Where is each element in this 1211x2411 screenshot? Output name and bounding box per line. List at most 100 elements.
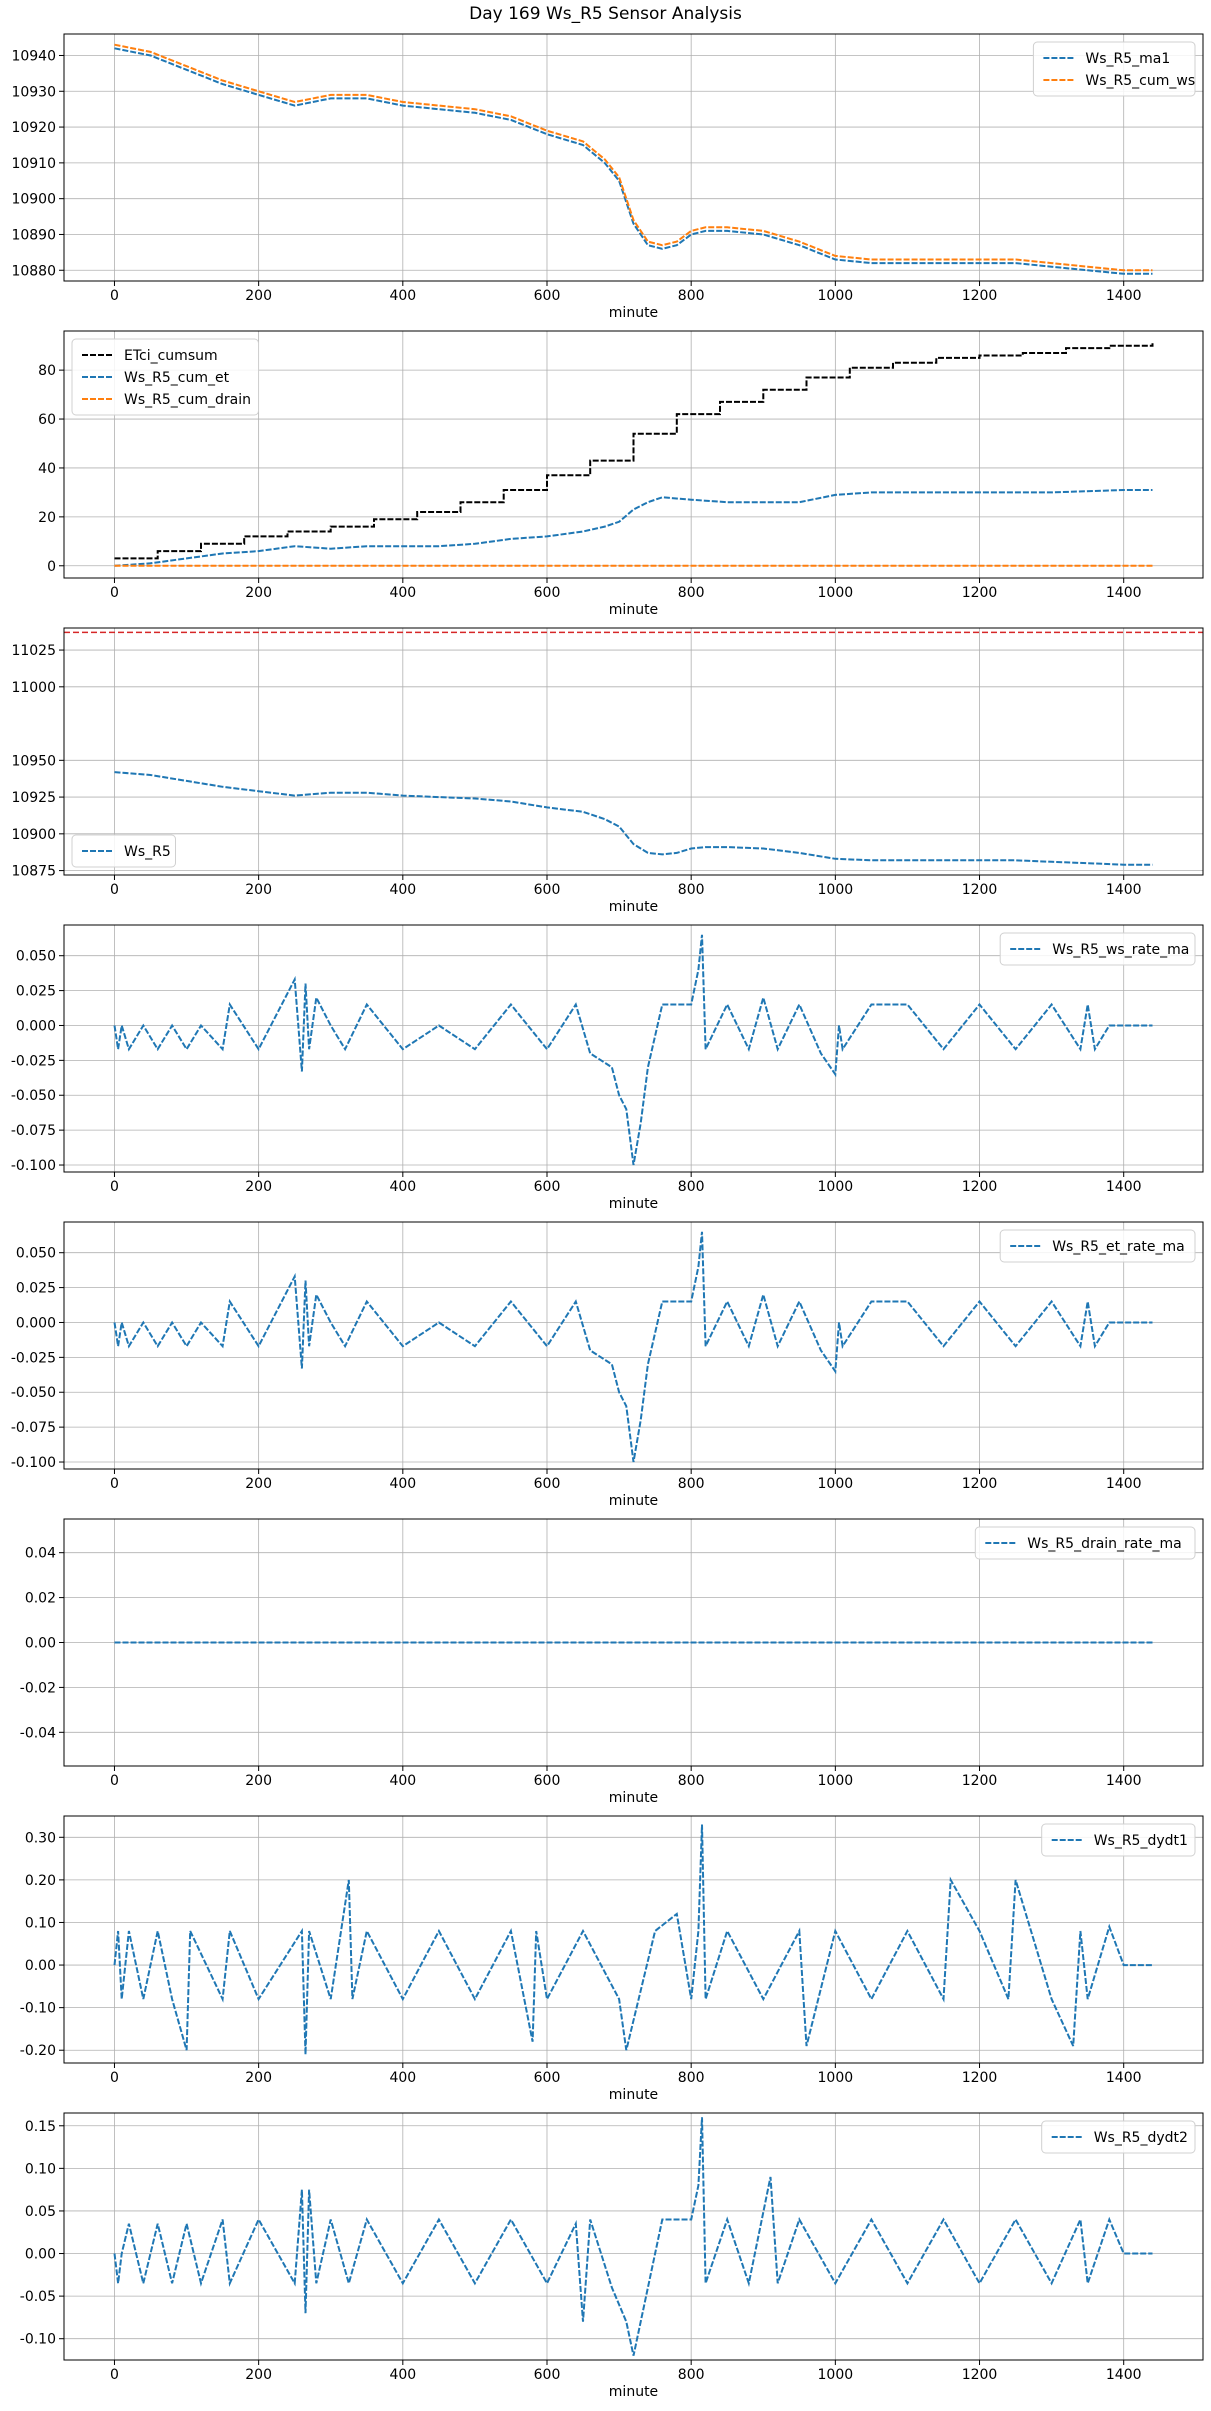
y-tick-label: 0.00 <box>25 1958 56 1974</box>
legend-label: Ws_R5_dydt1 <box>1094 1833 1188 1849</box>
y-tick-label: 10950 <box>11 753 56 769</box>
series-line <box>114 47 1153 275</box>
legend-frame <box>999 932 1196 966</box>
y-tick-label: 0.000 <box>16 1315 56 1331</box>
y-tick-label: 11025 <box>11 643 56 659</box>
legend-label: Ws_R5_cum_drain <box>124 392 251 408</box>
y-tick-label: 60 <box>38 412 56 428</box>
y-tick-label: 0.02 <box>25 1591 56 1607</box>
y-tick-label: -0.10 <box>20 2001 56 2017</box>
legend-frame <box>999 1229 1196 1263</box>
legend-label: Ws_R5_ws_rate_ma <box>1052 942 1189 958</box>
x-tick-label: 1400 <box>1106 1476 1142 1492</box>
x-tick-label: 0 <box>110 2070 119 2086</box>
legend-frame <box>1041 1823 1196 1857</box>
y-tick-label: 10925 <box>11 790 56 806</box>
series-line <box>113 1231 1153 1463</box>
x-tick-label: 800 <box>678 585 705 601</box>
chart-7: 0 200 400 600 800 1000 1200 1400 -0.20 -0.10 0.00 0… <box>20 1815 1204 2103</box>
series-line <box>113 1824 1153 2055</box>
y-tick-label: 10910 <box>11 156 56 172</box>
x-tick-label: 0 <box>110 1179 119 1195</box>
chart-3: 0 200 400 600 800 1000 1200 1400 10875 10900 10925… <box>11 627 1204 915</box>
y-tick-label: 40 <box>38 461 56 477</box>
y-tick-label: -0.075 <box>11 1123 56 1139</box>
x-tick-label: 0 <box>110 1476 119 1492</box>
y-tick-label: -0.100 <box>11 1158 56 1174</box>
y-tick-label: -0.100 <box>11 1455 56 1471</box>
y-tick-label: 0.00 <box>25 2247 56 2263</box>
y-tick-label: 10900 <box>11 192 56 208</box>
x-axis-label: minute <box>609 305 658 321</box>
y-tick-label: 10890 <box>11 227 56 243</box>
y-tick-label: -0.050 <box>11 1385 56 1401</box>
axes-frame <box>63 627 1204 876</box>
x-tick-label: 1200 <box>962 1773 998 1789</box>
x-tick-label: 400 <box>389 1476 416 1492</box>
x-tick-label: 800 <box>678 1773 705 1789</box>
x-tick-label: 600 <box>534 1773 561 1789</box>
x-tick-label: 200 <box>245 1773 272 1789</box>
x-tick-label: 1200 <box>962 2367 998 2383</box>
y-tick-label: 0.15 <box>25 2119 56 2135</box>
y-tick-label: 10940 <box>11 48 56 64</box>
y-tick-label: -0.02 <box>20 1680 56 1696</box>
y-tick-label: 0.025 <box>16 1281 56 1297</box>
x-tick-label: 1000 <box>818 1773 854 1789</box>
x-axis-label: minute <box>609 1493 658 1509</box>
x-tick-label: 600 <box>534 2070 561 2086</box>
legend-frame <box>1032 41 1196 97</box>
y-tick-label: -0.04 <box>20 1725 56 1741</box>
axes-frame <box>63 924 1204 1173</box>
y-tick-label: 0.20 <box>25 1873 56 1889</box>
x-axis-label: minute <box>609 1196 658 1212</box>
y-tick-label: 80 <box>38 363 56 379</box>
legend-label: ETci_cumsum <box>124 348 218 364</box>
x-tick-label: 1200 <box>962 1476 998 1492</box>
x-tick-label: 0 <box>110 585 119 601</box>
y-tick-label: 10930 <box>11 84 56 100</box>
x-tick-label: 1400 <box>1106 1773 1142 1789</box>
x-tick-label: 1400 <box>1106 288 1142 304</box>
x-tick-label: 600 <box>534 288 561 304</box>
x-tick-label: 1200 <box>962 1179 998 1195</box>
x-tick-label: 1000 <box>818 288 854 304</box>
legend: Ws_R5_drain_rate_ma <box>974 1526 1196 1560</box>
x-tick-label: 1000 <box>818 2070 854 2086</box>
legend-frame <box>71 834 176 868</box>
y-tick-label: 0.10 <box>25 2161 56 2177</box>
x-tick-label: 200 <box>245 288 272 304</box>
series-line <box>113 934 1153 1166</box>
x-tick-label: 200 <box>245 1476 272 1492</box>
x-tick-label: 0 <box>110 1773 119 1789</box>
legend: Ws_R5_dydt2 <box>1041 2120 1196 2154</box>
x-tick-label: 1400 <box>1106 882 1142 898</box>
legend-label: Ws_R5_ma1 <box>1085 51 1170 67</box>
x-tick-label: 800 <box>678 2367 705 2383</box>
y-tick-label: 0.04 <box>25 1546 56 1562</box>
axes-frame <box>63 330 1204 579</box>
y-tick-label: 20 <box>38 510 56 526</box>
x-tick-label: 800 <box>678 882 705 898</box>
x-axis-label: minute <box>609 899 658 915</box>
y-tick-label: 0.050 <box>16 1246 56 1262</box>
x-tick-label: 400 <box>389 2070 416 2086</box>
y-tick-label: 0.30 <box>25 1830 56 1846</box>
x-tick-label: 400 <box>389 882 416 898</box>
x-tick-label: 1000 <box>818 2367 854 2383</box>
y-tick-label: -0.075 <box>11 1420 56 1436</box>
x-tick-label: 0 <box>110 882 119 898</box>
y-tick-label: 10880 <box>11 263 56 279</box>
x-axis-label: minute <box>609 2087 658 2103</box>
legend: Ws_R5_et_rate_ma <box>999 1229 1196 1263</box>
legend: Ws_R5_dydt1 <box>1041 1823 1196 1857</box>
chart-4: 0 200 400 600 800 1000 1200 1400 -0.100 -0.075 -0.… <box>11 924 1204 1212</box>
x-tick-label: 1200 <box>962 585 998 601</box>
y-tick-label: 0.025 <box>16 984 56 1000</box>
axes-frame <box>63 1221 1204 1470</box>
x-tick-label: 400 <box>389 2367 416 2383</box>
y-tick-label: 0.10 <box>25 1915 56 1931</box>
y-tick-label: -0.20 <box>20 2043 56 2059</box>
x-tick-label: 600 <box>534 882 561 898</box>
